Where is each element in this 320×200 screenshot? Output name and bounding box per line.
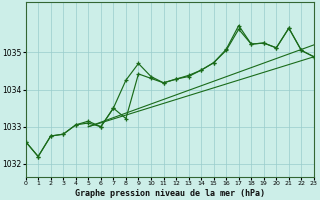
X-axis label: Graphe pression niveau de la mer (hPa): Graphe pression niveau de la mer (hPa) [75, 189, 265, 198]
